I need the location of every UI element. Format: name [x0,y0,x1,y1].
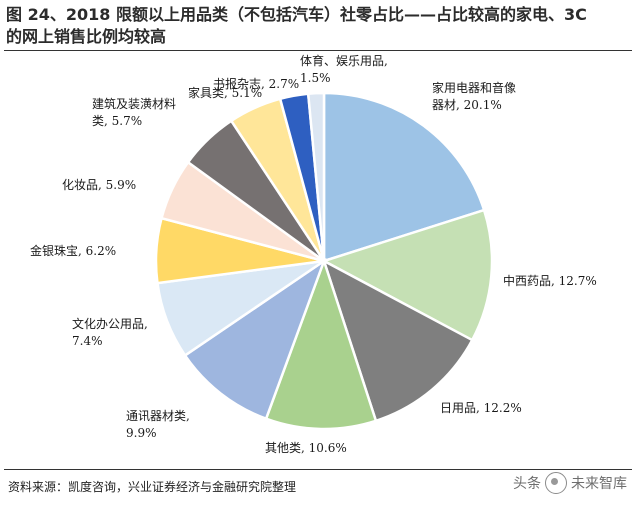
pie-slice-label: 中西药品, 12.7% [503,273,597,288]
chart-title-line-2: 的网上销售比例均较高 [6,27,167,46]
watermark-text-b: 未来智库 [571,476,627,492]
pie-slice-label: 日用品, 12.2% [440,401,522,415]
chart-title-line-1: 图 24、2018 限额以上用品类（不包括汽车）社零占比——占比较高的家电、3C [6,5,587,24]
pie-slice [322,91,486,263]
pie-slice [320,208,494,342]
title-divider [4,50,632,51]
watermark-text-a: 头条 [513,476,541,492]
pie-slice-label: 文化办公用品, 7.4% [72,316,148,348]
chart-title: 图 24、2018 限额以上用品类（不包括汽车）社零占比——占比较高的家电、3C… [6,4,632,48]
pie-slice-label: 建筑及装潢材料类, 5.7% [92,96,176,128]
pie-slice-label: 化妆品, 5.9% [62,178,136,192]
pie-slice-label: 其他类, 10.6% [265,441,347,455]
pie-slice-label: 通讯器材类, 9.9% [126,409,190,440]
source-divider [4,469,632,470]
pie-slice-label: 书报杂志, 2.7% [213,76,299,91]
watermark-logo-icon [545,472,567,494]
pie-labels: 家用电器和音像器材, 20.1% 中西药品, 12.7% 日用品, 12.2% 其他类… [30,53,597,455]
pie-slice [321,258,474,423]
pie-slices [154,91,494,431]
pie-slice [183,257,327,421]
pie-slice [306,91,326,262]
pie-slice-label: 家具类, 5.1% [188,85,262,100]
pie-slice-label: 体育、娱乐用品, 1.5% [300,53,388,85]
source-note: 资料来源：凯度咨询，兴业证券经济与金融研究院整理 [8,480,297,494]
watermark: 头条 未来智库 [513,472,627,494]
pie-slice [264,257,378,431]
pie-slice-label: 金银珠宝, 6.2% [30,243,116,258]
pie-slice-label: 家用电器和音像器材, 20.1% [432,80,516,112]
